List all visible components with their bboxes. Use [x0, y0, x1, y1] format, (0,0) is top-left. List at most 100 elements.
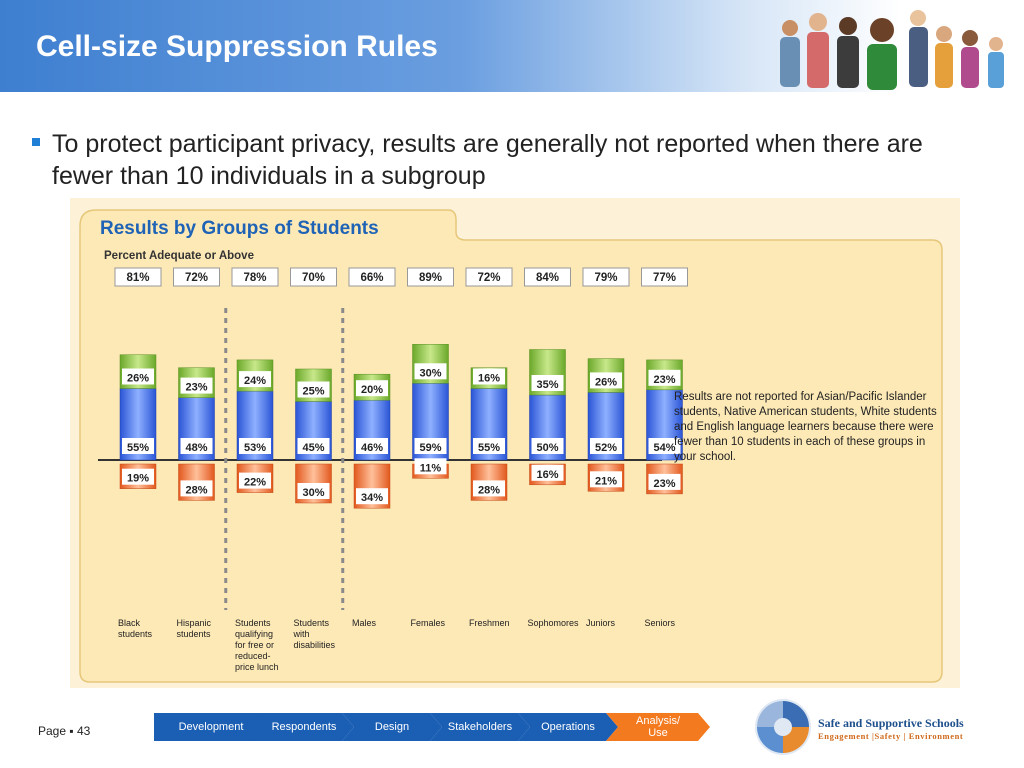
student-figure [988, 37, 1004, 88]
total-box [582, 267, 630, 287]
total-label: 72% [477, 272, 500, 284]
data-label: 26% [595, 376, 617, 388]
chart-title: Results by Groups of Students [100, 218, 379, 239]
label-box [356, 438, 388, 454]
label-box [590, 438, 622, 454]
nav-respondents[interactable]: Respondents [254, 713, 354, 741]
nav-label: Analysis/ Use [636, 715, 681, 739]
data-label: 23% [185, 382, 207, 394]
label-box [531, 438, 564, 454]
total-box [348, 267, 396, 287]
total-box [231, 267, 279, 287]
category-label: with [293, 629, 310, 639]
data-label: 28% [185, 484, 207, 496]
label-box [122, 368, 154, 385]
label-box [473, 480, 505, 497]
data-label: 35% [536, 379, 558, 391]
label-box [180, 438, 213, 454]
category-label: disabilities [294, 640, 336, 650]
total-label: 79% [594, 272, 617, 284]
bullet-text: To protect participant privacy, results … [52, 130, 923, 190]
total-label: 72% [185, 272, 208, 284]
results-chart: Results by Groups of Students Percent Ad… [79, 209, 943, 683]
data-label: 24% [244, 375, 266, 387]
nav-stakeholders[interactable]: Stakeholders [430, 713, 530, 741]
category-label: Students [294, 618, 330, 628]
label-box [648, 473, 681, 490]
student-figure [961, 30, 979, 88]
data-label: 52% [595, 442, 617, 454]
category-label: Females [411, 618, 446, 628]
header-banner: Cell-size Suppression Rules [0, 0, 1024, 92]
data-label: 11% [420, 462, 442, 474]
safe-supportive-schools-logo-icon [755, 699, 811, 755]
nav-label: Stakeholders [447, 721, 513, 733]
nav-analysis-use[interactable]: Analysis/ Use [606, 713, 710, 741]
category-label: Seniors [645, 618, 676, 628]
data-label: 54% [653, 442, 675, 454]
label-box [239, 371, 271, 388]
label-box [122, 438, 154, 454]
data-label: 19% [127, 473, 149, 485]
data-label: 25% [302, 386, 324, 398]
label-box [297, 381, 330, 398]
label-box [473, 368, 505, 385]
category-label: students [118, 629, 153, 639]
page-number: Page ▪ 43 [38, 724, 91, 738]
nav-development[interactable]: Development [154, 713, 268, 741]
total-box [114, 267, 162, 287]
label-box [648, 438, 681, 454]
nav-design[interactable]: Design [342, 713, 442, 741]
data-label: 46% [361, 442, 383, 454]
total-box [641, 267, 688, 287]
total-label: 77% [653, 272, 676, 284]
label-box [239, 438, 271, 454]
total-label: 84% [536, 272, 559, 284]
nav-operations[interactable]: Operations [518, 713, 618, 741]
student-figure [867, 18, 897, 90]
data-label: 53% [244, 442, 266, 454]
data-label: 45% [302, 442, 324, 454]
data-label: 34% [361, 492, 383, 504]
data-label: 23% [653, 374, 675, 386]
category-label: reduced- [235, 651, 271, 661]
data-label: 30% [302, 487, 324, 499]
bullet-marker [32, 138, 40, 146]
category-label: Students [235, 618, 271, 628]
data-label: 23% [653, 478, 675, 490]
label-box [473, 438, 505, 454]
label-box [239, 472, 271, 489]
data-label: 59% [419, 442, 441, 454]
data-label: 16% [478, 373, 500, 385]
label-box [122, 468, 154, 485]
label-box [648, 369, 681, 386]
students-photo [780, 10, 1004, 90]
total-box [524, 267, 571, 287]
total-box [465, 267, 513, 287]
data-label: 26% [127, 373, 149, 385]
data-label: 21% [595, 475, 617, 487]
category-label: qualifying [235, 629, 273, 639]
panel-background [79, 209, 943, 683]
total-label: 89% [419, 272, 442, 284]
chart-panel: Results by Groups of Students Percent Ad… [70, 198, 960, 688]
nav-label: Design [374, 721, 410, 733]
data-label: 16% [536, 469, 558, 481]
data-label: 55% [127, 442, 149, 454]
category-label: Freshmen [469, 618, 510, 628]
nav-label: Respondents [271, 721, 337, 733]
nav-label: Development [178, 721, 244, 733]
data-label: 20% [361, 384, 383, 396]
data-label: 22% [244, 477, 266, 489]
category-label: for free or [235, 640, 274, 650]
label-box [590, 471, 622, 488]
category-label: Black [118, 618, 141, 628]
logo-title: Safe and Supportive Schools [818, 716, 964, 730]
student-figure [935, 26, 953, 88]
chart-subtitle: Percent Adequate or Above [104, 250, 254, 262]
student-figure [909, 10, 928, 87]
label-box [531, 375, 564, 391]
data-label: 30% [419, 367, 441, 379]
category-label: Sophomores [528, 618, 580, 628]
label-box [356, 380, 388, 397]
